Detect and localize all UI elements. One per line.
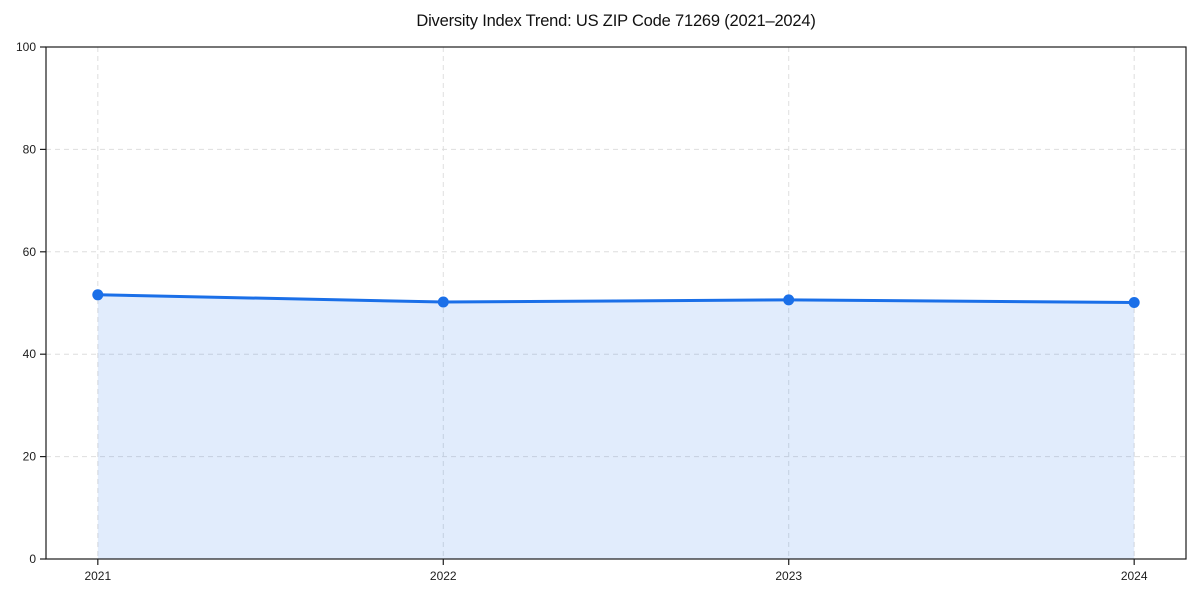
x-tick-label: 2022 <box>430 569 457 583</box>
data-point-2022 <box>437 296 449 308</box>
plot-area <box>46 47 1186 559</box>
data-point-2024 <box>1128 297 1140 308</box>
x-tick-label: 2023 <box>775 569 802 583</box>
y-tick-label: 20 <box>23 450 37 464</box>
area-fill <box>97 294 1135 559</box>
y-tick-label: 60 <box>23 245 37 259</box>
data-point-2021 <box>92 289 104 301</box>
chart-title: Diversity Index Trend: US ZIP Code 71269… <box>416 12 816 30</box>
y-tick-label: 40 <box>23 347 37 361</box>
y-tick-label: 0 <box>29 552 36 566</box>
y-tick-label: 100 <box>16 40 36 54</box>
y-tick-label: 80 <box>23 142 37 156</box>
x-tick-label: 2024 <box>1121 569 1148 583</box>
trend-line <box>96 293 1136 304</box>
plot-border <box>45 46 1187 560</box>
x-tick-label: 2021 <box>84 569 111 583</box>
data-point-2023 <box>783 294 795 306</box>
